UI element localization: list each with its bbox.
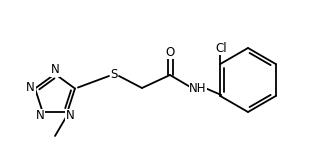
Text: N: N xyxy=(66,109,74,122)
Text: N: N xyxy=(26,81,35,94)
Text: N: N xyxy=(36,109,45,122)
Text: NH: NH xyxy=(189,81,207,95)
Text: Cl: Cl xyxy=(216,41,227,55)
Text: S: S xyxy=(110,68,118,81)
Text: N: N xyxy=(51,63,59,76)
Text: O: O xyxy=(165,45,175,59)
